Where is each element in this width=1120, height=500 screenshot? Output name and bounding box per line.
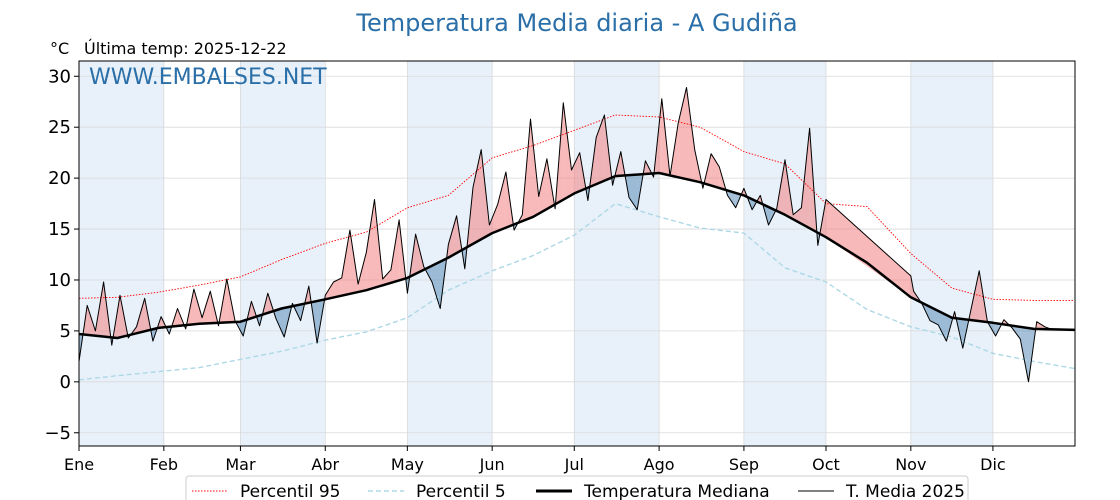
series-line-percentil-5 [78, 202, 1076, 381]
fill-below-median [1020, 326, 1029, 382]
fill-above-median [678, 87, 687, 180]
x-tick-label-sep: Sep [729, 455, 759, 474]
month-band-jul [574, 61, 660, 446]
fill-above-median [325, 282, 334, 300]
chart-title: Temperatura Media diaria - A Gudiña [355, 9, 797, 37]
x-tick-label-ene: Ene [64, 455, 94, 474]
x-axis-ticks: Ene Feb Mar Abr May Jun Jul Ago Sep Oct Nov Dic [64, 446, 1006, 474]
y-tick-label: 0 [60, 372, 71, 393]
fill-above-median [538, 158, 547, 214]
x-tick-label-jul: Jul [564, 455, 584, 474]
fill-above-median [448, 215, 457, 258]
fill-above-median [563, 102, 572, 200]
month-band-sep [743, 61, 826, 446]
fill-above-median [473, 149, 482, 244]
x-tick-label-jun: Jun [479, 455, 505, 474]
y-axis-ticks: −5 0 5 10 15 20 25 30 [44, 66, 79, 444]
plot-frame [78, 60, 1076, 447]
fill-above-median [686, 87, 695, 181]
fill-above-median [971, 270, 980, 322]
fill-above-median [390, 219, 400, 283]
legend-item-p5: Percentil 5 [416, 482, 506, 500]
x-tick-label-may: May [391, 455, 424, 474]
last-temp-label: Última temp: 2025-12-22 [84, 39, 287, 58]
fill-above-median [530, 119, 539, 218]
fill-below-median [628, 174, 638, 210]
fill-above-median [801, 128, 810, 229]
fill-above-median [497, 172, 506, 231]
fill-below-median [727, 190, 736, 208]
legend-item-p95: Percentil 95 [240, 482, 340, 500]
x-tick-label-dic: Dic [980, 455, 1006, 474]
legend: Percentil 95 Percentil 5 Temperatura Med… [185, 475, 969, 500]
legend-box [185, 475, 969, 500]
fill-above-median [341, 230, 350, 296]
month-band-nov [910, 61, 993, 446]
fill-below-median [276, 307, 285, 338]
y-tick-label: 20 [48, 168, 71, 189]
fill-above-median [489, 204, 498, 235]
y-tick-label: 10 [48, 270, 71, 291]
series-line-percentil-95 [78, 114, 1075, 301]
fill-above-median [711, 153, 720, 188]
x-tick-label-ago: Ago [644, 455, 675, 474]
month-band-ene [79, 61, 164, 446]
fill-above-median [366, 199, 375, 291]
fill-above-median [333, 277, 342, 298]
unit-label: °C [50, 39, 69, 58]
y-tick-label: 5 [60, 321, 71, 342]
fill-below-median [929, 306, 939, 325]
fill-above-median [382, 269, 391, 286]
y-tick-label: −5 [44, 423, 71, 444]
deviation-fills [79, 87, 1051, 382]
x-tick-label-abr: Abr [311, 455, 339, 474]
fill-above-median [1036, 321, 1045, 330]
x-tick-label-nov: Nov [895, 455, 926, 474]
watermark: WWW.EMBALSES.NET [89, 65, 327, 90]
series-line-t-media-2025 [78, 87, 1051, 383]
month-band-mar [240, 61, 326, 446]
series-lines [78, 87, 1076, 383]
y-tick-label: 25 [48, 117, 71, 138]
fill-above-median [571, 152, 580, 195]
x-tick-label-mar: Mar [225, 455, 256, 474]
fill-above-median [826, 199, 911, 298]
fill-below-median [938, 310, 947, 342]
y-tick-label: 30 [48, 66, 71, 87]
x-tick-label-oct: Oct [812, 455, 840, 474]
y-tick-label: 15 [48, 219, 71, 240]
series-line-temperatura-mediana [78, 171, 1076, 340]
x-tick-label-feb: Feb [150, 455, 178, 474]
legend-item-median: Temperatura Mediana [583, 482, 770, 500]
legend-item-current: T. Media 2025 [845, 482, 965, 500]
